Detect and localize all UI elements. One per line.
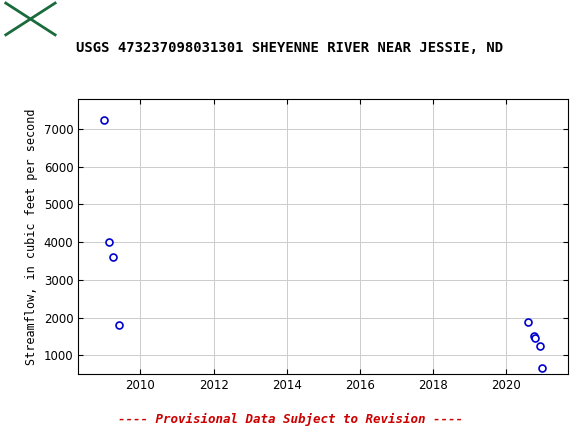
Point: [537, 365, 546, 372]
Text: USGS: USGS: [64, 10, 119, 28]
Point: [530, 335, 539, 341]
Point: [529, 332, 538, 339]
Point: [535, 343, 545, 350]
Point: [99, 117, 108, 123]
Point: [524, 319, 533, 326]
Text: ---- Provisional Data Subject to Revision ----: ---- Provisional Data Subject to Revisio…: [118, 413, 462, 426]
Text: USGS 473237098031301 SHEYENNE RIVER NEAR JESSIE, ND: USGS 473237098031301 SHEYENNE RIVER NEAR…: [77, 41, 503, 55]
FancyBboxPatch shape: [6, 3, 55, 35]
Point: [105, 238, 114, 245]
Point: [108, 254, 118, 261]
Point: [114, 322, 123, 329]
Y-axis label: Streamflow, in cubic feet per second: Streamflow, in cubic feet per second: [26, 108, 38, 365]
